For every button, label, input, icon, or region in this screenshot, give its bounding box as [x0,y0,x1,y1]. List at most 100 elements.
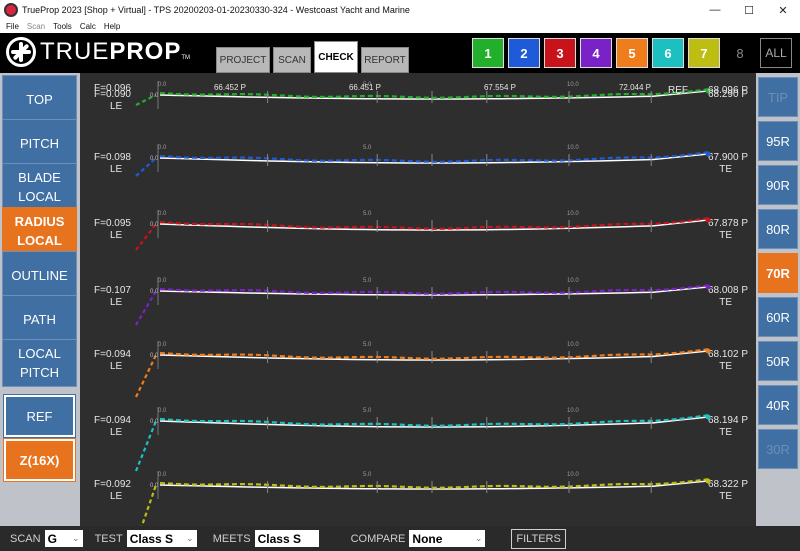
section-pitch-label: 72.044 P [619,83,651,92]
zoom-16x-button[interactable]: Z(16X) [3,438,76,482]
meets-value-field: Class S [254,530,319,547]
radius-95r-button[interactable]: 95R [758,121,798,161]
blade-6-button[interactable]: 6 [652,38,684,68]
reference-profile-line [159,480,709,490]
test-label: TEST [94,532,123,545]
radius-80r-button[interactable]: 80R [758,209,798,249]
blade-8-button[interactable]: 8 [724,38,756,68]
chevron-down-icon: ⌄ [186,533,194,543]
minimize-button[interactable]: — [709,4,721,16]
view-path-button[interactable]: PATH [2,295,77,343]
pitch-label: 68.008 P [708,285,748,296]
title-bar: TrueProp 2023 [Shop + Virtual] - TPS 202… [0,0,800,20]
menu-tools[interactable]: Tools [53,22,72,31]
scale-tick-label: 0.0 [158,408,167,414]
status-bar: SCAN G ⌄ TEST Class S ⌄ MEETS Class S CO… [0,526,800,551]
meets-label: MEETS [212,532,251,545]
chevron-down-icon: ⌄ [72,533,80,543]
menu-scan[interactable]: Scan [26,22,46,31]
scale-tick-label: 0.0 [158,82,167,88]
leading-edge-line [134,420,158,472]
tab-report[interactable]: REPORT [361,47,409,73]
flatness-label: F=0.107 [94,285,131,296]
section-pitch-label: 66.451 P [349,83,381,92]
menu-help[interactable]: Help [103,22,121,31]
pitch-label: 68.102 P [708,349,748,360]
leading-edge-label: LE [110,230,123,241]
radius-30r-button[interactable]: 30R [758,429,798,469]
scale-tick-label: 10.0 [567,145,579,151]
leading-edge-label: LE [110,101,123,112]
flatness-label: F=0.092 [94,479,131,490]
view-top-button[interactable]: TOP [2,75,77,123]
zero-label: 0.0 [150,222,159,228]
scale-tick-label: 5.0 [363,82,372,88]
flatness-label-secondary: F=0.096 [94,83,131,94]
blade-5-button[interactable]: 5 [616,38,648,68]
scale-tick-label: 0.0 [158,342,167,348]
trailing-edge-marker [705,348,711,354]
view-radius-local-button[interactable]: RADIUS LOCAL [2,207,77,255]
close-button[interactable]: ✕ [778,4,788,17]
measured-profile-line [159,151,709,163]
measured-profile-line [159,217,709,230]
test-select-value: Class S [129,531,174,546]
ref-toggle-button[interactable]: REF [3,394,76,438]
reference-profile-line [159,416,709,428]
menu-bar: File Scan Tools Calc Help [0,20,800,33]
radius-60r-button[interactable]: 60R [758,297,798,337]
trueprop-logo: TRUE PROP TM [6,37,190,67]
test-select[interactable]: Class S ⌄ [126,530,197,547]
menu-calc[interactable]: Calc [79,22,96,31]
pitch-label: 68.322 P [708,479,748,490]
leading-edge-line [135,223,157,251]
measured-profile-line [159,88,709,99]
logo-text-true: TRUE [40,38,110,65]
menu-file[interactable]: File [6,22,19,31]
leading-edge-label: LE [110,164,123,175]
scale-tick-label: 10.0 [567,408,579,414]
trailing-edge-marker [705,217,711,223]
radius-tip-button[interactable]: TIP [758,77,798,117]
flatness-label: F=0.090 [94,89,131,100]
zero-label: 0.0 [150,483,159,489]
blade-3-button[interactable]: 3 [544,38,576,68]
leading-edge-line [140,484,158,526]
scale-tick-label: 10.0 [567,278,579,284]
scan-select[interactable]: G ⌄ [44,530,83,547]
window-controls: — ☐ ✕ [698,0,800,20]
pitch-label: 67.878 P [708,218,748,229]
chevron-down-icon: ⌄ [474,533,483,543]
blade-all-button[interactable]: ALL [760,38,792,68]
radius-50r-button[interactable]: 50R [758,341,798,381]
view-blade-local-button[interactable]: BLADE LOCAL [2,163,77,211]
blade-1-button[interactable]: 1 [472,38,504,68]
blade-4-button[interactable]: 4 [580,38,612,68]
blade-selector: 1 2 3 4 5 6 7 8 ALL [472,38,796,68]
filters-button[interactable]: FILTERS [511,528,566,549]
view-outline-button[interactable]: OUTLINE [2,251,77,299]
compare-select[interactable]: None ⌄ [409,530,486,547]
view-pitch-button[interactable]: PITCH [2,119,77,167]
maximize-button[interactable]: ☐ [744,4,754,17]
tab-check[interactable]: CHECK [314,41,358,73]
compare-select-value: None [412,531,443,546]
trailing-edge-label: TE [719,230,732,241]
tab-project[interactable]: PROJECT [216,47,270,73]
radius-90r-button[interactable]: 90R [758,165,798,205]
radius-70r-button[interactable]: 70R [758,253,798,293]
radius-40r-button[interactable]: 40R [758,385,798,425]
tab-scan[interactable]: SCAN [273,47,311,73]
leading-edge-label: LE [110,361,123,372]
leading-edge-line [135,354,157,398]
blade-2-button[interactable]: 2 [508,38,540,68]
scale-tick-label: 5.0 [363,408,372,414]
trailing-edge-label: TE [719,491,732,502]
view-menu: TOP PITCH BLADE LOCAL RADIUS LOCAL OUTLI… [0,73,80,526]
view-local-pitch-button[interactable]: LOCAL PITCH [2,339,77,387]
section-pitch-label: 66.452 P [214,83,246,92]
logo-trademark: TM [181,55,191,61]
blade-7-button[interactable]: 7 [688,38,720,68]
trailing-edge-marker [705,151,711,157]
